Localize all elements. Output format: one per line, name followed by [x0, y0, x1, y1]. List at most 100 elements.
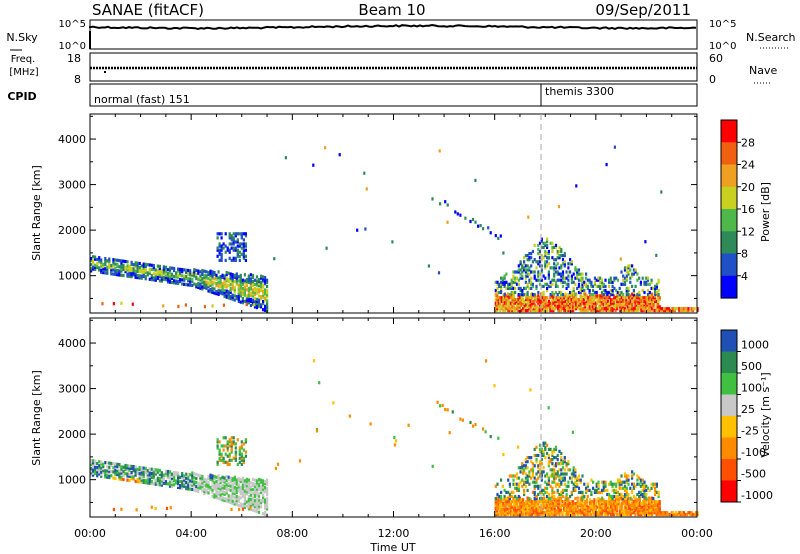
echo-cell	[148, 481, 151, 485]
echo-cell	[563, 308, 566, 313]
echo-cell	[102, 264, 105, 269]
echo-cell	[593, 276, 596, 280]
echo-cell	[203, 281, 206, 285]
echo-cell	[679, 307, 682, 311]
echo-cell	[514, 502, 517, 506]
echo-cell	[635, 308, 638, 313]
echo-cell	[522, 500, 525, 504]
echo-cell	[510, 278, 513, 282]
echo-cell	[496, 482, 499, 486]
colorbar-tick-label: 500	[741, 360, 762, 373]
echo-cell	[654, 288, 657, 293]
echo-cell	[266, 501, 269, 505]
echo-cell	[90, 473, 93, 477]
echo-cell	[257, 504, 261, 508]
echo-cell	[526, 284, 529, 288]
echo-cell	[663, 307, 666, 311]
echo-cell	[231, 493, 234, 497]
echo-cell	[173, 475, 176, 479]
echo-cell	[550, 296, 553, 300]
echo-cell	[563, 460, 566, 464]
echo-cell	[591, 503, 594, 507]
echo-cell	[544, 307, 547, 311]
echo-cell	[245, 302, 248, 307]
echo-cell	[237, 483, 240, 487]
echo-cell	[651, 509, 654, 513]
echo-cell	[512, 507, 516, 511]
echo-cell	[695, 511, 698, 515]
echo-cell	[166, 278, 170, 282]
echo-cell	[587, 303, 590, 307]
echo-cell	[593, 502, 596, 506]
echo-cell	[622, 296, 625, 300]
echo-cell	[243, 491, 246, 495]
echo-cell	[96, 470, 99, 474]
echo-cell	[534, 511, 537, 515]
echo-cell	[572, 280, 575, 284]
echo-cell	[651, 299, 654, 303]
echo-cell	[576, 482, 579, 486]
echo-cell	[142, 480, 145, 484]
echo-cell	[126, 272, 129, 276]
echo-cell	[655, 307, 658, 311]
echo-cell	[96, 257, 99, 262]
echo-cell	[638, 511, 641, 515]
echo-cell	[170, 274, 174, 278]
echo-cell	[625, 293, 628, 297]
echo-cell	[170, 482, 174, 487]
echo-cell	[189, 283, 192, 287]
echo-cell	[508, 301, 511, 305]
echo-cell	[240, 252, 243, 256]
echo-cell	[499, 512, 502, 517]
echo-cell	[611, 307, 614, 311]
echo-cell	[597, 307, 601, 311]
echo-cell	[535, 453, 538, 458]
echo-cell	[237, 293, 240, 297]
echo-cell	[249, 297, 252, 301]
echo-cell	[240, 234, 243, 238]
echo-cell	[620, 502, 623, 506]
echo-cell	[532, 500, 535, 504]
echo-cell	[266, 293, 269, 297]
echo-cell	[242, 460, 245, 464]
echo-cell	[164, 278, 168, 282]
echo-cell	[534, 509, 537, 513]
echo-cell	[134, 273, 137, 277]
echo-cell	[511, 512, 514, 517]
echo-cell	[600, 503, 604, 507]
echo-cell	[356, 228, 359, 232]
echo-cell	[508, 497, 511, 501]
echo-cell	[532, 511, 535, 515]
echo-cell	[525, 509, 528, 513]
echo-cell	[253, 492, 257, 497]
echo-cell	[92, 469, 95, 473]
echo-cell	[614, 500, 617, 504]
echo-cell	[223, 290, 226, 294]
echo-cell	[241, 299, 244, 303]
echo-cell	[567, 308, 570, 313]
echo-cell	[616, 290, 619, 295]
echo-cell	[189, 277, 192, 281]
echo-cell	[207, 491, 210, 495]
echo-cell	[98, 464, 101, 468]
echo-cell	[229, 488, 232, 492]
echo-cell	[632, 505, 635, 509]
echo-cell	[185, 268, 188, 272]
echo-cell	[581, 509, 584, 513]
echo-cell	[530, 252, 533, 256]
echo-cell	[168, 472, 172, 476]
echo-cell	[616, 502, 619, 506]
echo-cell	[239, 300, 242, 304]
echo-cell	[594, 303, 597, 307]
echo-cell	[566, 505, 569, 509]
echo-cell	[150, 475, 153, 480]
echo-cell	[625, 299, 628, 303]
echo-cell	[572, 288, 575, 293]
echo-cell	[613, 500, 616, 504]
echo-cell	[655, 290, 658, 295]
echo-cell	[164, 276, 168, 280]
echo-cell	[524, 480, 527, 484]
echo-cell	[570, 476, 573, 480]
echo-cell	[585, 294, 588, 298]
echo-cell	[582, 509, 585, 513]
